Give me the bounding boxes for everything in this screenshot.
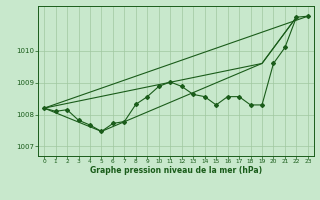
X-axis label: Graphe pression niveau de la mer (hPa): Graphe pression niveau de la mer (hPa) <box>90 166 262 175</box>
